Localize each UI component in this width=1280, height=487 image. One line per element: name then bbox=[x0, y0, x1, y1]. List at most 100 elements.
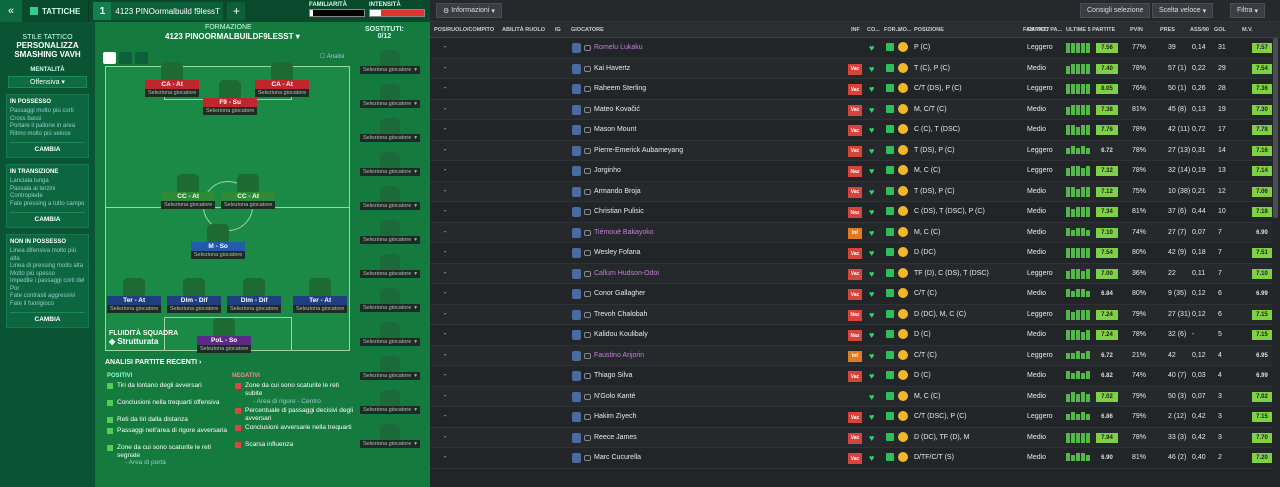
column-header[interactable]: PRES bbox=[1160, 27, 1175, 33]
select-player[interactable]: Seleziona giocatore ▾ bbox=[360, 134, 420, 142]
table-row[interactable]: - Wesley Fofana Vac ♥ D (DC) Medio 7.54 80% 42 (… bbox=[430, 243, 1272, 264]
sub-slot[interactable]: Seleziona giocatore ▾ bbox=[360, 254, 420, 278]
table-row[interactable]: - Callum Hudson-Odoi Vac ♥ TF (D), C (DS), T… bbox=[430, 263, 1272, 284]
sub-slot[interactable]: Seleziona giocatore ▾ bbox=[360, 390, 420, 414]
sub-slot[interactable]: Seleziona giocatore ▾ bbox=[360, 84, 420, 108]
select-player[interactable]: Seleziona giocatore bbox=[227, 305, 282, 313]
player-slot[interactable]: CA - At Seleziona giocatore bbox=[255, 62, 310, 97]
tactic-name-dropdown[interactable]: 4123 PINOormalbuild f9lessT bbox=[111, 2, 224, 20]
player-name[interactable]: Mateo Kovačić bbox=[594, 105, 640, 113]
table-row[interactable]: - Thiago Silva Vac ♥ D (C) Medio 6.82 74% 40 (7)… bbox=[430, 366, 1272, 387]
player-name[interactable]: Callum Hudson-Odoi bbox=[594, 269, 659, 277]
player-name[interactable]: Wesley Fofana bbox=[594, 249, 641, 256]
position-role[interactable]: CC - At bbox=[221, 192, 276, 201]
sub-slot[interactable]: Seleziona giocatore ▾ bbox=[360, 50, 420, 74]
position-role[interactable]: Dlm - Dif bbox=[167, 296, 222, 305]
position-slot[interactable]: - bbox=[444, 187, 447, 195]
player-name[interactable]: Conor Gallagher bbox=[594, 290, 646, 297]
position-slot[interactable]: - bbox=[444, 372, 447, 379]
player-slot[interactable]: F9 - Su Seleziona giocatore bbox=[203, 80, 258, 115]
player-name[interactable]: Romelu Lukaku bbox=[594, 44, 643, 51]
sub-slot[interactable]: Seleziona giocatore ▾ bbox=[360, 424, 420, 448]
select-player[interactable]: Seleziona giocatore bbox=[167, 305, 222, 313]
position-slot[interactable]: - bbox=[444, 310, 447, 318]
cambia-button[interactable]: CAMBIA bbox=[10, 212, 85, 223]
column-header[interactable]: MO... bbox=[898, 27, 912, 33]
select-player[interactable]: Seleziona giocatore ▾ bbox=[360, 440, 420, 448]
player-name[interactable]: Thiago Silva bbox=[594, 372, 633, 379]
position-slot[interactable]: - bbox=[444, 290, 447, 297]
player-slot[interactable]: Ter - At Seleziona giocatore bbox=[107, 278, 162, 313]
table-row[interactable]: - Kalidou Koulibaly Naz ♥ D (C) Medio 7.24 78% 3… bbox=[430, 325, 1272, 346]
table-row[interactable]: - Hakim Ziyech Vac ♥ C/T (DSC), P (C) Leggero… bbox=[430, 407, 1272, 428]
select-player[interactable]: Seleziona giocatore ▾ bbox=[360, 372, 420, 380]
position-slot[interactable]: - bbox=[444, 228, 447, 236]
select-player[interactable]: Seleziona giocatore ▾ bbox=[360, 406, 420, 414]
position-role[interactable]: PoL - So bbox=[197, 336, 252, 345]
select-player[interactable]: Seleziona giocatore ▾ bbox=[360, 168, 420, 176]
position-slot[interactable]: - bbox=[444, 126, 447, 133]
player-name[interactable]: Armando Broja bbox=[594, 187, 641, 195]
shirt-icon[interactable] bbox=[135, 52, 148, 64]
table-row[interactable]: - Mason Mount Vac ♥ C (C), T (DSC) Medio 7.76 7… bbox=[430, 120, 1272, 141]
position-slot[interactable]: - bbox=[444, 331, 447, 338]
player-name[interactable]: Pierre-Emerick Aubameyang bbox=[594, 146, 684, 154]
select-player[interactable]: Seleziona giocatore ▾ bbox=[360, 236, 420, 244]
column-header[interactable]: CARICO PA... bbox=[1027, 27, 1063, 33]
select-player[interactable]: Seleziona giocatore bbox=[197, 345, 252, 353]
position-slot[interactable]: - bbox=[444, 351, 447, 359]
position-role[interactable]: CC - At bbox=[161, 192, 216, 201]
column-header[interactable]: POSIZIONE bbox=[914, 27, 944, 33]
player-slot[interactable]: PoL - So Seleziona giocatore bbox=[197, 318, 252, 353]
position-slot[interactable]: - bbox=[444, 208, 447, 215]
table-row[interactable]: - Tiémoué Bakayoko Inf ♥ M, C (C) Medio 7.10 74… bbox=[430, 222, 1272, 243]
position-slot[interactable]: - bbox=[444, 146, 447, 154]
select-player[interactable]: Seleziona giocatore bbox=[221, 201, 276, 209]
player-name[interactable]: Raheem Sterling bbox=[594, 85, 647, 92]
table-row[interactable]: - Trevoh Chalobah Naz ♥ D (DC), M, C (C) Legg… bbox=[430, 304, 1272, 325]
column-header[interactable]: GOL bbox=[1214, 27, 1226, 33]
column-header[interactable]: ABILITÀ RUOLO bbox=[502, 27, 546, 33]
info-view-dropdown[interactable]: ⚙ Informazioni ▾ bbox=[436, 3, 502, 18]
column-header[interactable]: PVIN bbox=[1130, 27, 1143, 33]
position-slot[interactable]: - bbox=[444, 413, 447, 420]
column-header[interactable]: M.V. bbox=[1242, 27, 1253, 33]
position-role[interactable]: Dlm - Dif bbox=[227, 296, 282, 305]
player-slot[interactable]: M - So Seleziona giocatore bbox=[191, 224, 246, 259]
position-role[interactable]: M - So bbox=[191, 242, 246, 251]
table-row[interactable]: - Faustino Anjorin Inf ♥ C/T (C) Leggero 6.72 2… bbox=[430, 345, 1272, 366]
select-player[interactable]: Seleziona giocatore bbox=[161, 201, 216, 209]
position-slot[interactable]: - bbox=[444, 433, 447, 441]
consigli-button[interactable]: Consigli selezione bbox=[1080, 3, 1151, 18]
position-slot[interactable]: - bbox=[444, 269, 447, 277]
player-slot[interactable]: Dlm - Dif Seleziona giocatore bbox=[227, 278, 282, 313]
table-row[interactable]: - Mateo Kovačić Vac ♥ M, C/T (C) Medio 7.38 81%… bbox=[430, 99, 1272, 120]
position-slot[interactable]: - bbox=[444, 44, 447, 51]
table-row[interactable]: - Pierre-Emerick Aubameyang Vac ♥ T (DS), P … bbox=[430, 140, 1272, 161]
player-name[interactable]: Trevoh Chalobah bbox=[594, 310, 648, 318]
select-player[interactable]: Seleziona giocatore ▾ bbox=[360, 304, 420, 312]
select-player[interactable]: Seleziona giocatore bbox=[145, 89, 200, 97]
player-name[interactable]: Marc Cucurella bbox=[594, 454, 642, 461]
select-player[interactable]: Seleziona giocatore ▾ bbox=[360, 66, 420, 74]
table-row[interactable]: - Reece James Vac ♥ D (DC), TF (D), M Medio 7.… bbox=[430, 427, 1272, 448]
player-name[interactable]: Kai Havertz bbox=[594, 64, 631, 72]
scrollbar[interactable] bbox=[1273, 38, 1278, 218]
table-row[interactable]: - Conor Gallagher Vac ♥ C/T (C) Medio 6.84 80% 9… bbox=[430, 284, 1272, 305]
sub-slot[interactable]: Seleziona giocatore ▾ bbox=[360, 118, 420, 142]
select-player[interactable]: Seleziona giocatore bbox=[191, 251, 246, 259]
position-slot[interactable]: - bbox=[444, 249, 447, 256]
recent-analysis-title[interactable]: ANALISI PARTITE RECENTI › bbox=[105, 359, 202, 366]
scelta-veloce-dropdown[interactable]: Scelta veloce ▾ bbox=[1152, 3, 1214, 18]
column-header[interactable]: CO... bbox=[867, 27, 880, 33]
position-role[interactable]: CA - At bbox=[255, 80, 310, 89]
player-slot[interactable]: Ter - At Seleziona giocatore bbox=[293, 278, 348, 313]
position-slot[interactable]: - bbox=[444, 392, 447, 400]
sub-slot[interactable]: Seleziona giocatore ▾ bbox=[360, 152, 420, 176]
table-row[interactable]: - Armando Broja Vac ♥ T (DS), P (C) Medio 7.12… bbox=[430, 181, 1272, 202]
select-player[interactable]: Seleziona giocatore ▾ bbox=[360, 270, 420, 278]
cambia-button[interactable]: CAMBIA bbox=[10, 142, 85, 153]
table-row[interactable]: - Kai Havertz Vac ♥ T (C), P (C) Medio 7.40 78%… bbox=[430, 58, 1272, 79]
position-slot[interactable]: - bbox=[444, 64, 447, 72]
cambia-button[interactable]: CAMBIA bbox=[10, 312, 85, 323]
